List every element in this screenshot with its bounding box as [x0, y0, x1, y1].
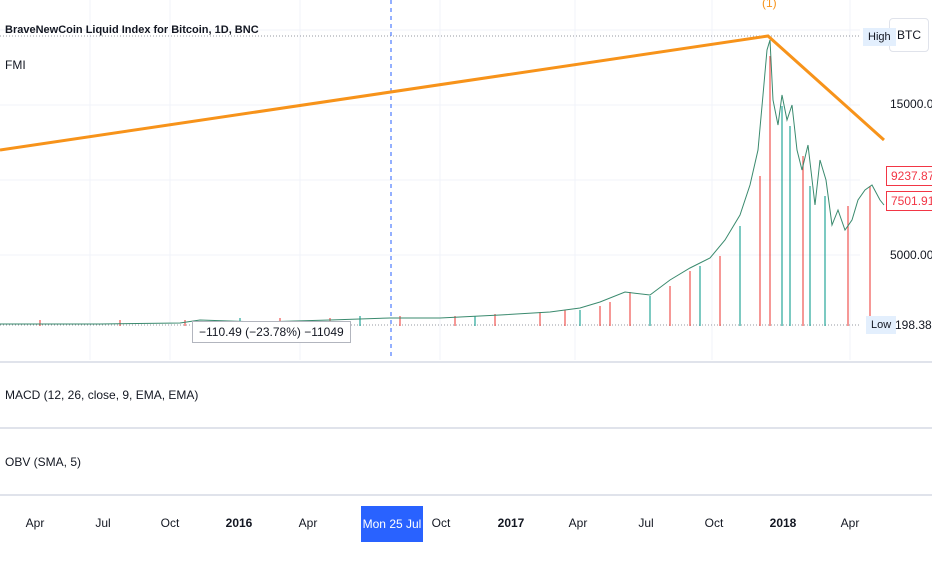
time-label: Apr: [568, 516, 588, 530]
pane-divider[interactable]: [0, 427, 932, 429]
measure-tooltip: −110.49 (−23.78%) −11049: [192, 321, 351, 343]
time-label: Oct: [704, 516, 724, 530]
price-chart[interactable]: [0, 0, 932, 360]
time-label: Jul: [95, 516, 111, 530]
price-line: [0, 39, 885, 325]
time-label: Apr: [25, 516, 45, 530]
grid: [0, 0, 860, 360]
time-label: Oct: [160, 516, 180, 530]
symbol-title[interactable]: BraveNewCoin Liquid Index for Bitcoin, 1…: [5, 24, 259, 36]
time-label: Apr: [298, 516, 318, 530]
pane-divider[interactable]: [0, 494, 932, 496]
time-label: 2018: [769, 516, 797, 530]
low-value: 198.38: [895, 318, 932, 332]
price-tick-5000: 5000.00: [890, 248, 932, 262]
time-axis[interactable]: Apr Jul Oct 2016 Apr Oct 2017 Apr Jul Oc…: [0, 506, 932, 567]
time-label: 2016: [225, 516, 253, 530]
obv-label[interactable]: OBV (SMA, 5): [5, 455, 82, 469]
indicator-fmi-label[interactable]: FMI: [5, 58, 26, 72]
time-label: 2017: [497, 516, 525, 530]
price-box-current-1: 9237.87: [886, 166, 932, 186]
high-tag: High: [863, 28, 896, 46]
drawing-point-label: (1): [762, 0, 777, 10]
time-label: Oct: [431, 516, 451, 530]
price-box-current-2: 7501.91: [886, 191, 932, 211]
low-tag: Low: [866, 316, 897, 334]
macd-label[interactable]: MACD (12, 26, close, 9, EMA, EMA): [5, 388, 199, 402]
time-cursor-label: Mon 25 Jul '16: [361, 506, 423, 567]
time-label: Apr: [840, 516, 860, 530]
pane-divider[interactable]: [0, 361, 932, 363]
price-tick-15000: 15000.00: [890, 97, 932, 111]
symbol-button[interactable]: BTC: [889, 18, 929, 52]
time-label: Jul: [638, 516, 654, 530]
signal-bars: [39, 56, 871, 326]
trend-line[interactable]: [0, 34, 886, 152]
